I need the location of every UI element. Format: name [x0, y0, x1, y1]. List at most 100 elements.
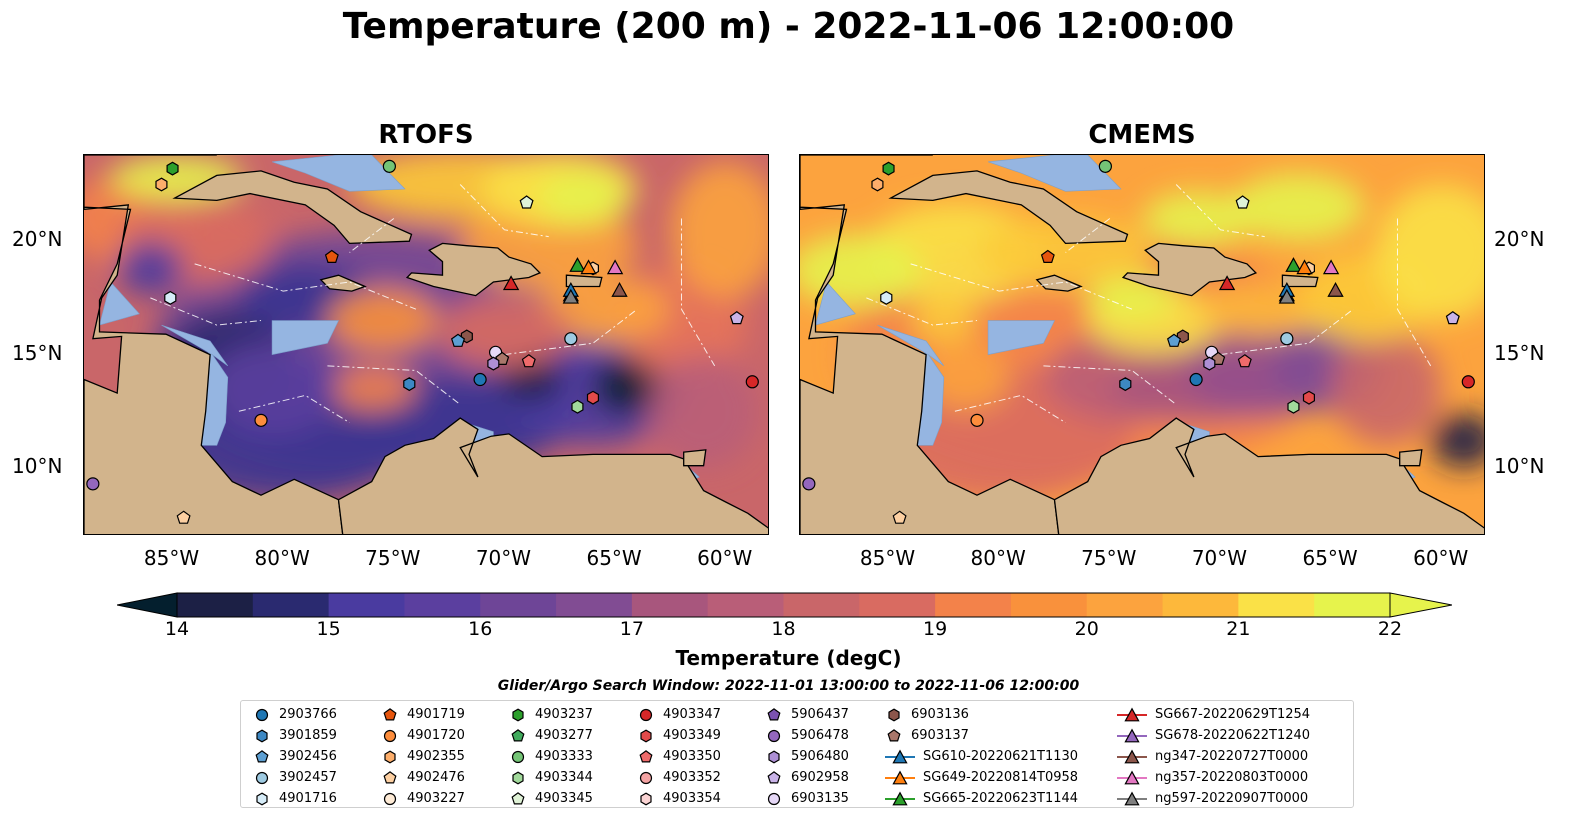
- legend-label: 3901859: [279, 728, 337, 743]
- legend-marker-3902456: [255, 749, 269, 762]
- eez-boundaries: [150, 184, 716, 424]
- lat-label-left-15: 15°N: [12, 340, 63, 365]
- legend-marker-6903136: [888, 708, 900, 721]
- legend-label: 5906478: [791, 728, 849, 743]
- legend-symbol: [888, 708, 900, 721]
- legend-label: ng347-20220727T0000: [1155, 749, 1309, 764]
- colorbar-tick-21: 21: [1226, 618, 1251, 640]
- legend-label: SG667-20220629T1254: [1155, 707, 1311, 722]
- legend-symbol: [511, 728, 525, 741]
- glider-ng357-cmems: [1322, 259, 1340, 275]
- legend-symbol: [256, 792, 268, 805]
- legend-marker-4902355: [384, 750, 396, 763]
- lat-label-left-10: 10°N: [12, 453, 63, 478]
- lon-label-cmems-70w: 70°W: [1191, 546, 1248, 570]
- glider-ng597-cmems: [1278, 288, 1296, 304]
- legend-item-ng347-20220727T0000: ng347-20220727T0000: [1117, 746, 1310, 767]
- legend-item-4901719: 4901719: [381, 704, 465, 725]
- land-trinidad: [683, 449, 707, 467]
- legend-marker-SG667-20220629T1254: [1124, 707, 1140, 721]
- legend-marker-ng597-20220907T0000: [1124, 791, 1140, 805]
- legend-item-4903347: 4903347: [637, 704, 721, 725]
- legend-marker-6903135: [767, 792, 781, 805]
- lat-label-right-20: 20°N: [1494, 227, 1545, 252]
- land-cuba: [172, 170, 413, 245]
- float-3902457-cmems: [1280, 332, 1294, 346]
- land-hispaniola: [405, 242, 542, 297]
- legend-label: ng357-20220803T0000: [1155, 770, 1309, 785]
- legend-label: 6903137: [911, 728, 969, 743]
- legend-item-4903350: 4903350: [637, 746, 721, 767]
- float-2903766-cmems: [1189, 372, 1203, 387]
- legend-item-SG667-20220629T1254: SG667-20220629T1254: [1117, 704, 1310, 725]
- float-4903350-rtofs: [521, 354, 536, 368]
- legend-item-4903349: 4903349: [637, 725, 721, 746]
- legend-item-2903766: 2903766: [253, 704, 337, 725]
- legend-label: 4903350: [663, 749, 721, 764]
- colorbar-segment: [935, 593, 1012, 617]
- legend-item-3901859: 3901859: [253, 725, 337, 746]
- legend-marker-3901859: [256, 729, 268, 742]
- legend-marker-4903345: [511, 791, 525, 804]
- colorbar-tick-22: 22: [1377, 618, 1403, 640]
- legend-symbol: [767, 707, 781, 720]
- glider-SG649-cmems: [1296, 259, 1313, 275]
- float-3901859-cmems: [1119, 377, 1132, 392]
- legend-label: 3902456: [279, 749, 337, 764]
- land-cuba: [888, 170, 1129, 245]
- legend-symbol: [1117, 791, 1147, 805]
- legend-symbol: [255, 749, 269, 762]
- map-panel-cmems[interactable]: [799, 154, 1485, 535]
- colorbar-segment: [1010, 593, 1088, 617]
- colorbar-tick-14: 14: [164, 618, 190, 640]
- legend-column-3: 4903347 4903349 4903350 4903352 4903354: [637, 704, 721, 809]
- legend-marker-SG665-20220623T1144: [892, 791, 908, 805]
- land-central: [84, 155, 344, 534]
- lon-label-rtofs-85w: 85°W: [143, 546, 200, 570]
- lon-label-rtofs-65w: 65°W: [586, 546, 642, 570]
- float-4901716-rtofs: [164, 290, 177, 305]
- float-4901719-cmems: [1040, 249, 1055, 264]
- float-4903237-cmems: [882, 161, 895, 176]
- legend-marker-ng347-20220727T0000: [1124, 749, 1140, 763]
- legend-marker-4903349: [640, 729, 652, 742]
- legend-label: 5906480: [791, 749, 849, 764]
- legend-item-4902355: 4902355: [381, 746, 465, 767]
- legend-item-SG649-20220814T0958: SG649-20220814T0958: [885, 767, 1078, 788]
- legend-label: 4903349: [663, 728, 721, 743]
- legend-item-3902456: 3902456: [253, 746, 337, 767]
- legend-symbol: [885, 749, 915, 763]
- land-hispaniola: [1121, 242, 1258, 297]
- legend-symbol: [255, 771, 269, 784]
- colorbar-tick-17: 17: [619, 618, 644, 640]
- float-4903349-rtofs: [586, 390, 600, 405]
- glider-ng357-rtofs: [606, 259, 624, 275]
- legend-item-3902457: 3902457: [253, 767, 337, 788]
- float-4901719-rtofs: [324, 249, 339, 264]
- land-puertorico: [565, 274, 603, 288]
- legend-marker-SG610-20220621T1130: [892, 749, 908, 763]
- colorbar-segment: [177, 593, 254, 617]
- legend-symbol: [1117, 707, 1147, 721]
- legend-label: 4903237: [535, 707, 593, 722]
- legend-symbol: [511, 750, 525, 763]
- colorbar-label: Temperature (degC): [675, 646, 902, 670]
- legend-marker-6902958: [767, 770, 781, 783]
- float-4901716-cmems: [880, 290, 893, 305]
- legend-symbol: [767, 792, 781, 805]
- map-panel-rtofs[interactable]: [83, 154, 769, 535]
- lon-label-cmems-80w: 80°W: [970, 546, 1026, 570]
- glider-markers: [502, 257, 628, 304]
- legend-marker-4903237: [512, 708, 524, 721]
- float-4903345-rtofs: [519, 195, 534, 209]
- legend-marker-4901716: [256, 792, 268, 805]
- colorbar-extend-low: [117, 592, 178, 618]
- legend-symbol: [255, 708, 269, 721]
- colorbar-tick-16: 16: [468, 618, 493, 640]
- float-4903347-cmems: [1461, 375, 1475, 389]
- legend-label: 4903227: [407, 791, 465, 806]
- float-5906478-cmems: [802, 477, 816, 491]
- lat-label-right-10: 10°N: [1494, 453, 1545, 478]
- legend-symbol: [1117, 728, 1147, 742]
- colorbar-tick-18: 18: [771, 618, 796, 640]
